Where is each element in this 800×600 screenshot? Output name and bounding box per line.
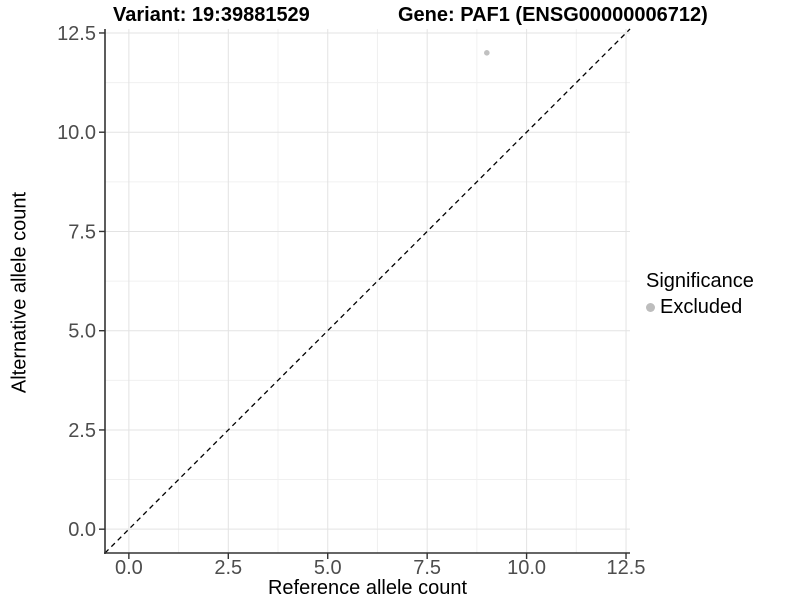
y-tick-label: 5.0 — [68, 321, 96, 343]
x-tick-label: 7.5 — [413, 557, 441, 579]
variant-title: Variant: 19:39881529 — [113, 4, 310, 26]
x-tick-label: 0.0 — [115, 557, 143, 579]
legend-title: Significance — [646, 270, 754, 292]
y-tick-label: 0.0 — [68, 519, 96, 541]
data-point — [484, 50, 490, 56]
x-tick-label: 10.0 — [507, 557, 546, 579]
legend-item-label: Excluded — [660, 296, 743, 318]
x-tick-label: 5.0 — [314, 557, 342, 579]
legend: Significance Excluded — [646, 270, 754, 319]
y-tick-label: 2.5 — [68, 420, 96, 442]
y-tick-label: 12.5 — [57, 23, 96, 45]
identity-line — [104, 28, 631, 554]
y-axis-title: Alternative allele count — [8, 191, 31, 394]
x-tick-label: 2.5 — [214, 557, 242, 579]
y-tick-label: 10.0 — [57, 122, 96, 144]
x-tick-label: 12.5 — [607, 557, 646, 579]
gene-title: Gene: PAF1 (ENSG00000006712) — [398, 4, 708, 26]
excluded-point-icon — [646, 303, 655, 312]
x-axis-title: Reference allele count — [267, 577, 467, 599]
y-tick-label: 7.5 — [68, 221, 96, 243]
legend-item-excluded: Excluded — [646, 296, 754, 319]
